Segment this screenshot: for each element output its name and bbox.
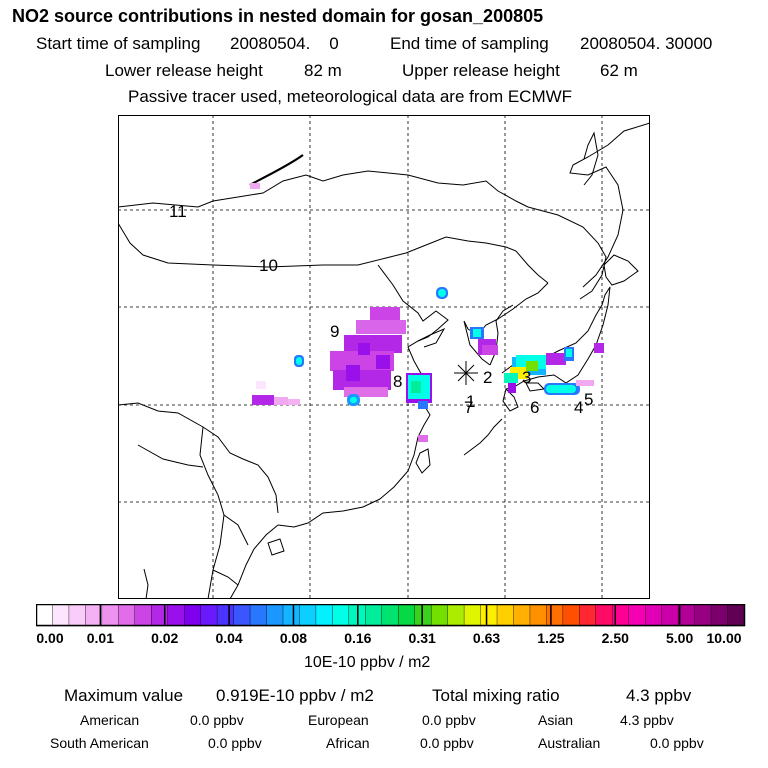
colorbar-cell [332, 604, 349, 626]
colorbar-cell [464, 604, 481, 626]
region-american-value: 0.0 ppbv [190, 712, 244, 728]
region-australian-label: Australian [538, 735, 600, 751]
region-label-3: 3 [522, 368, 531, 387]
region-asian-value: 4.3 ppbv [620, 712, 674, 728]
colorbar-cell [201, 604, 218, 626]
lower-height-value: 82 m [304, 61, 342, 81]
region-label-5: 5 [584, 390, 593, 409]
colorbar-cell [267, 604, 284, 626]
colorbar-cell [448, 604, 465, 626]
colorbar-cell [36, 604, 53, 626]
region-south-american-value: 0.0 ppbv [208, 735, 262, 751]
colorbar-cell [678, 604, 695, 626]
colorbar-cell [431, 604, 448, 626]
colorbar-cell [118, 604, 135, 626]
colorbar-tick-label: 0.16 [344, 630, 371, 646]
region-label-8: 8 [393, 372, 402, 391]
colorbar-tick-label: 0.02 [151, 630, 178, 646]
end-time-value: 20080504. 30000 [580, 34, 712, 54]
region-label-6: 6 [530, 398, 539, 417]
colorbar-cell [365, 604, 382, 626]
region-label-4: 4 [574, 398, 583, 417]
colorbar-cell [283, 604, 300, 626]
colorbar-cell [299, 604, 316, 626]
colorbar-cell [250, 604, 267, 626]
colorbar-cell [695, 604, 712, 626]
colorbar-cell [151, 604, 168, 626]
colorbar-cell [316, 604, 333, 626]
colorbar-tick-label: 5.00 [666, 630, 693, 646]
region-label-2: 2 [483, 368, 492, 387]
colorbar-cell [662, 604, 679, 626]
colorbar-cell [629, 604, 646, 626]
colorbar-cell [645, 604, 662, 626]
colorbar-tick-label: 0.08 [280, 630, 307, 646]
colorbar-cell [728, 604, 745, 626]
colorbar-tick-label: 1.25 [537, 630, 564, 646]
start-time-value: 20080504. 0 [230, 34, 339, 54]
colorbar-cell [530, 604, 547, 626]
colorbar-unit: 10E-10 ppbv / m2 [304, 654, 430, 672]
colorbar-cell [481, 604, 498, 626]
upper-height-label: Upper release height [402, 61, 560, 81]
upper-height-value: 62 m [600, 61, 638, 81]
colorbar-cell [563, 604, 580, 626]
colorbar-tick-label: 2.50 [602, 630, 629, 646]
total-mixing-label: Total mixing ratio [432, 686, 560, 706]
colorbar-cell [398, 604, 415, 626]
colorbar-cell [711, 604, 728, 626]
start-time-label: Start time of sampling [36, 34, 200, 54]
tracer-note: Passive tracer used, meteorological data… [128, 87, 572, 107]
lower-height-label: Lower release height [105, 61, 263, 81]
colorbar-tick-label: 0.31 [409, 630, 436, 646]
region-european-value: 0.0 ppbv [422, 712, 476, 728]
max-value: 0.919E-10 ppbv / m2 [216, 686, 374, 706]
colorbar-cell [234, 604, 251, 626]
colorbar-cell [382, 604, 399, 626]
source-contribution-map: 11 10 9 8 2 3 1 7 6 4 5 [118, 115, 650, 599]
region-african-value: 0.0 ppbv [420, 735, 474, 751]
region-asian-label: Asian [538, 712, 573, 728]
colorbar-tick-label: 10.00 [706, 630, 741, 646]
region-label-9: 9 [330, 322, 339, 341]
max-value-label: Maximum value [64, 686, 183, 706]
colorbar-cells [36, 604, 745, 626]
colorbar-cell [497, 604, 514, 626]
total-mixing-value: 4.3 ppbv [626, 686, 691, 706]
colorbar-cell [579, 604, 596, 626]
region-american-label: American [80, 712, 139, 728]
colorbar-tick-label: 0.01 [87, 630, 114, 646]
colorbar [36, 604, 748, 628]
region-label-10: 10 [259, 256, 278, 275]
end-time-label: End time of sampling [390, 34, 549, 54]
colorbar-cell [596, 604, 613, 626]
region-european-label: European [308, 712, 369, 728]
colorbar-tick-label: 0.04 [215, 630, 242, 646]
colorbar-cell [52, 604, 69, 626]
region-african-label: African [326, 735, 370, 751]
colorbar-tick-label: 0.63 [473, 630, 500, 646]
colorbar-cell [513, 604, 530, 626]
colorbar-cell [415, 604, 432, 626]
colorbar-cell [546, 604, 563, 626]
colorbar-cell [217, 604, 234, 626]
region-south-american-label: South American [50, 735, 149, 751]
colorbar-cell [168, 604, 185, 626]
map-title: NO2 source contributions in nested domai… [12, 6, 543, 27]
region-label-11: 11 [169, 202, 187, 221]
region-australian-value: 0.0 ppbv [650, 735, 704, 751]
region-label-7: 7 [464, 398, 473, 417]
colorbar-cell [69, 604, 86, 626]
colorbar-tick-label: 0.00 [36, 630, 63, 646]
colorbar-cell [184, 604, 201, 626]
colorbar-cell [135, 604, 152, 626]
colorbar-cell [102, 604, 119, 626]
